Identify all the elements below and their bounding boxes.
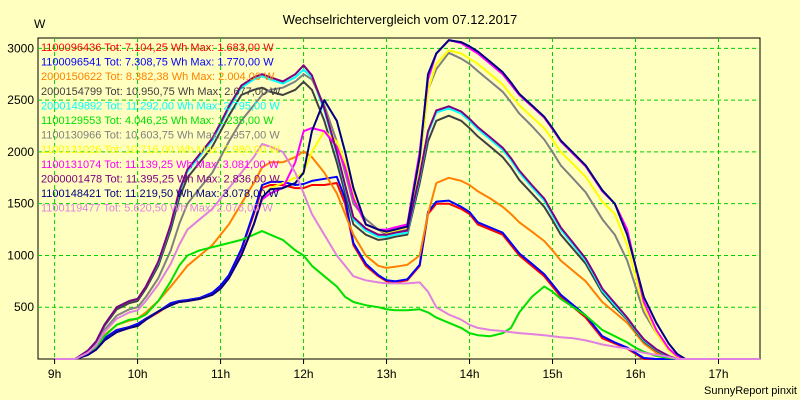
- legend-entry-1100130966: 1100130966 Tot: 10.603,75 Wh Max: 2.957,…: [41, 130, 280, 142]
- y-tick-label: 1000: [7, 248, 34, 262]
- legend-entry-2000149892: 2000149892 Tot: 11.292,00 Wh Max: 2.795,…: [41, 100, 280, 112]
- y-tick-label: 1500: [7, 197, 34, 211]
- x-tick-label: 13h: [377, 367, 397, 381]
- y-axis-label: W: [34, 17, 46, 31]
- chart-title: Wechselrichtervergleich vom 07.12.2017: [283, 12, 518, 27]
- legend-entry-1100131026: 1100131026 Tot: 10.716,00 Wh Max: 2.980,…: [41, 144, 280, 156]
- x-tick-label: 16h: [626, 367, 646, 381]
- series-line-1100148421: [54, 39, 760, 360]
- legend-entry-1100096541: 1100096541 Tot: 7.308,75 Wh Max: 1.770,0…: [41, 57, 274, 69]
- x-tick-label: 10h: [128, 367, 148, 381]
- series-line-2000001478: [54, 64, 760, 360]
- series-line-1100096541: [54, 175, 760, 360]
- series-lines: [54, 39, 760, 360]
- plot-frame: [37, 37, 761, 360]
- series-line-2000150622: [54, 150, 760, 360]
- footer-text: SunnyReport pinxit: [704, 385, 797, 397]
- x-axis-ticks: 9h 10h 11h 12h 13h 14h 15h 16h 17h: [48, 359, 729, 381]
- grid: [37, 37, 761, 360]
- y-tick-label: 2500: [7, 93, 34, 107]
- x-tick-label: 15h: [543, 367, 563, 381]
- legend-entry-1100119477: 1100119477 Tot: 5.620,50 Wh Max: 2.076,0…: [41, 203, 273, 215]
- y-axis-ticks: 500 1000 1500 2000 2500 3000: [7, 41, 34, 314]
- legend: 1100096436 Tot: 7.104,25 Wh Max: 1.683,0…: [41, 42, 281, 215]
- legend-entry-2000150622: 2000150622 Tot: 8.382,38 Wh Max: 2.004,0…: [41, 71, 275, 83]
- legend-entry-1100131074: 1100131074 Tot: 11.139,25 Wh Max: 3.081,…: [41, 159, 280, 171]
- x-tick-label: 9h: [48, 367, 61, 381]
- y-tick-label: 500: [14, 300, 34, 314]
- x-tick-label: 17h: [708, 367, 728, 381]
- x-tick-label: 14h: [460, 367, 480, 381]
- legend-entry-2000001478: 2000001478 Tot: 11.395,25 Wh Max: 2.836,…: [41, 173, 280, 185]
- legend-entry-1100148421: 1100148421 Tot: 11.219,50 Wh Max: 3.078,…: [41, 188, 280, 200]
- y-tick-label: 2000: [7, 145, 34, 159]
- legend-entry-2000154799: 2000154799 Tot: 10.950,75 Wh Max: 2.677,…: [41, 86, 281, 98]
- legend-entry-1100096436: 1100096436 Tot: 7.104,25 Wh Max: 1.683,0…: [41, 42, 274, 54]
- x-tick-label: 12h: [294, 367, 314, 381]
- series-line-1100119477: [54, 143, 760, 360]
- x-tick-label: 11h: [211, 367, 230, 381]
- series-line-1100129553: [54, 230, 760, 360]
- legend-entry-1100129553: 1100129553 Tot: 4.046,25 Wh Max: 1.235,0…: [41, 115, 274, 127]
- y-tick-label: 3000: [7, 41, 34, 55]
